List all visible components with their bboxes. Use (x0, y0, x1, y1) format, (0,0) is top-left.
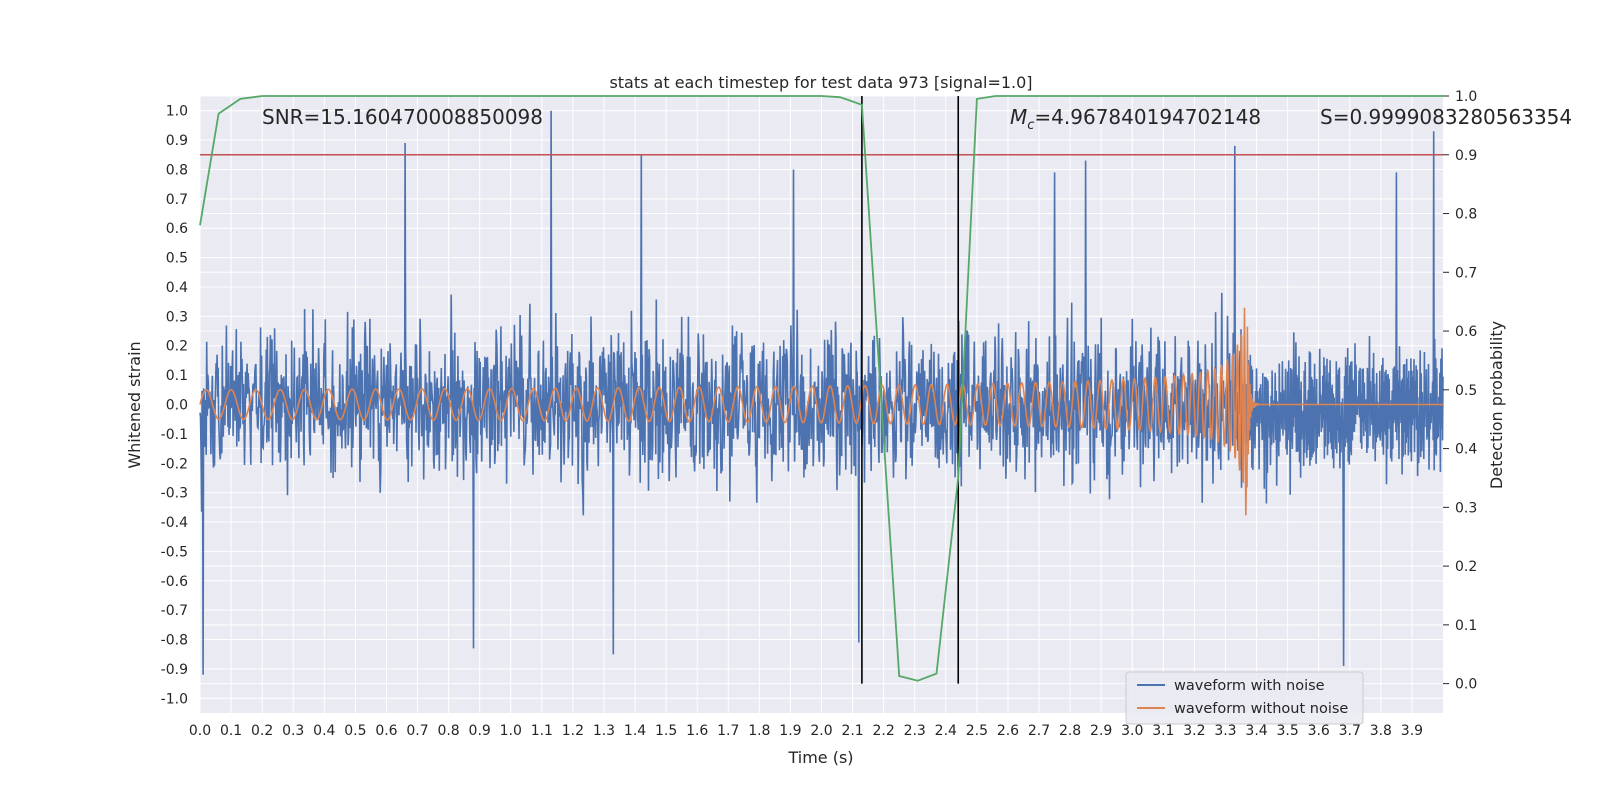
x-tick-label: 0.3 (282, 723, 304, 739)
y-tick-label: -0.7 (161, 603, 188, 619)
x-tick-label: 3.2 (1183, 723, 1205, 739)
x-tick-label: 0.9 (469, 723, 491, 739)
x-tick-label: 0.7 (406, 723, 428, 739)
y2-tick-label: 0.8 (1455, 207, 1477, 223)
y-tick-label: -0.2 (161, 456, 188, 472)
x-tick-label: 1.3 (593, 723, 615, 739)
y-tick-label: -0.3 (161, 486, 188, 502)
x-tick-label: 2.4 (935, 723, 957, 739)
chirp-mass-subscript: c (1027, 118, 1034, 133)
y2-tick-label: 0.2 (1455, 559, 1477, 575)
legend-label-noise: waveform with noise (1174, 678, 1325, 694)
x-tick-label: 3.9 (1401, 723, 1423, 739)
x-tick-label: 0.0 (189, 723, 211, 739)
y-tick-label: 0.7 (166, 192, 188, 208)
x-tick-label: 1.5 (655, 723, 677, 739)
y-tick-label: -0.8 (161, 633, 188, 649)
x-tick-label: 0.1 (220, 723, 242, 739)
x-tick-label: 1.8 (748, 723, 770, 739)
y-tick-label: -0.1 (161, 427, 188, 443)
legend: waveform with noise waveform without noi… (1125, 671, 1364, 725)
x-tick-label: 1.0 (500, 723, 522, 739)
y-tick-label: 1.0 (166, 104, 188, 120)
y2-tick-label: 0.1 (1455, 618, 1477, 634)
y-tick-label: 0.9 (166, 133, 188, 149)
chirp-mass-symbol: M (1010, 105, 1027, 129)
x-axis-label: Time (s) (787, 748, 853, 767)
y-tick-label: 0.5 (166, 251, 188, 267)
y-tick-label: 0.2 (166, 339, 188, 355)
y2-tick-label: 1.0 (1455, 89, 1477, 105)
series-waveform-without-noise (199, 307, 1443, 516)
x-tick-label: 3.0 (1121, 723, 1143, 739)
y2-tick-label: 0.7 (1455, 265, 1477, 281)
x-tick-label: 2.2 (873, 723, 895, 739)
y-tick-label: 0.8 (166, 162, 188, 178)
y2-axis-label: Detection probability (1487, 321, 1506, 489)
x-tick-label: 2.7 (1028, 723, 1050, 739)
x-tick-label: 0.4 (313, 723, 335, 739)
x-tick-label: 1.2 (562, 723, 584, 739)
y-tick-label: 0.4 (166, 280, 188, 296)
y2-tick-label: 0.6 (1455, 324, 1477, 340)
x-tick-label: 0.6 (375, 723, 397, 739)
x-tick-label: 3.6 (1308, 723, 1330, 739)
x-tick-label: 1.7 (717, 723, 739, 739)
x-tick-label: 2.0 (810, 723, 832, 739)
y-tick-label: 0.0 (166, 398, 188, 414)
s-annotation: S=0.9999083280563354 (1320, 105, 1572, 129)
x-tick-label: 3.4 (1245, 723, 1267, 739)
legend-box (1125, 671, 1364, 725)
y2-tick-label: 0.3 (1455, 500, 1477, 516)
y-tick-label: 0.1 (166, 368, 188, 384)
y-tick-label: -0.6 (161, 574, 188, 590)
chirp-mass-annotation: Mc=4.967840194702148 (1010, 105, 1261, 133)
y-tick-label: -0.5 (161, 544, 188, 560)
y-tick-label: 0.6 (166, 221, 188, 237)
x-tick-label: 2.3 (904, 723, 926, 739)
x-tick-label: 2.1 (841, 723, 863, 739)
x-tick-label: 3.5 (1276, 723, 1298, 739)
y-tick-label: -1.0 (161, 691, 188, 707)
x-tick-label: 0.8 (437, 723, 459, 739)
y2-tick-label: 0.4 (1455, 442, 1477, 458)
x-tick-label: 1.4 (624, 723, 646, 739)
x-tick-label: 3.8 (1370, 723, 1392, 739)
chart-title: stats at each timestep for test data 973… (609, 73, 1032, 92)
x-tick-label: 0.5 (344, 723, 366, 739)
x-tick-label: 1.6 (686, 723, 708, 739)
x-tick-label: 3.1 (1152, 723, 1174, 739)
y-tick-label: -0.4 (161, 515, 188, 531)
x-tick-label: 2.6 (997, 723, 1019, 739)
chirp-mass-value: =4.967840194702148 (1034, 105, 1261, 129)
snr-annotation: SNR=15.160470008850098 (262, 105, 543, 129)
series-detection-probability (199, 95, 1443, 682)
x-tick-label: 0.2 (251, 723, 273, 739)
tick-labels: 0.0 0.1 0.2 0.3 0.4 0.5 0.6 0.7 0.8 0.9 1.0 1.1 1.2 1… (161, 89, 1478, 739)
series (199, 95, 1444, 684)
y2-tick-label: 0.9 (1455, 148, 1477, 164)
x-tick-label: 3.3 (1214, 723, 1236, 739)
x-tick-label: 3.7 (1339, 723, 1361, 739)
x-tick-label: 2.8 (1059, 723, 1081, 739)
legend-label-clean: waveform without noise (1174, 701, 1348, 717)
y-tick-label: 0.3 (166, 309, 188, 325)
y2-tick-label: 0.0 (1455, 677, 1477, 693)
x-tick-label: 2.9 (1090, 723, 1112, 739)
y2-tick-label: 0.5 (1455, 383, 1477, 399)
y-tick-label: -0.9 (161, 662, 188, 678)
y-axis-label: Whitened strain (125, 341, 144, 468)
x-tick-label: 2.5 (966, 723, 988, 739)
x-tick-label: 1.9 (779, 723, 801, 739)
x-tick-label: 1.1 (531, 723, 553, 739)
